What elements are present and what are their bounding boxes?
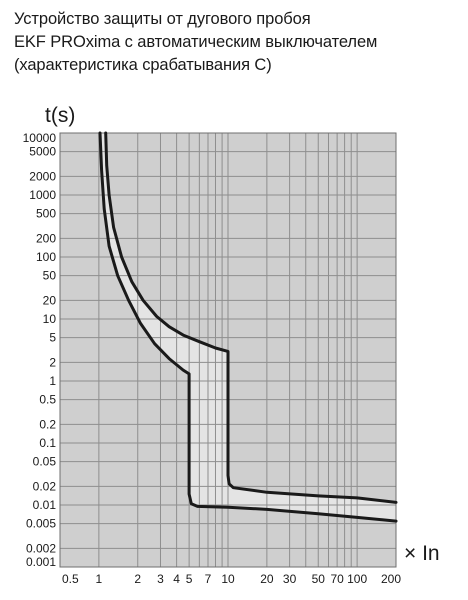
y-tick-label: 5000 — [29, 145, 56, 159]
title-line-3: (характеристика срабатывания С) — [14, 56, 272, 74]
x-tick-label: 30 — [283, 572, 297, 586]
title-line-2: EKF PROxima с автоматическим выключателе… — [14, 33, 378, 51]
y-tick-label: 20 — [43, 293, 57, 307]
y-tick-label: 50 — [43, 269, 57, 283]
title-line-1: Устройство защиты от дугового пробоя — [14, 10, 311, 28]
x-tick-label: 70 — [330, 572, 344, 586]
y-tick-label: 500 — [36, 207, 56, 221]
y-tick-label: 0.001 — [26, 555, 56, 569]
y-tick-label: 0.1 — [39, 436, 56, 450]
y-tick-label: 0.02 — [33, 479, 57, 493]
x-tick-label: 4 — [173, 572, 180, 586]
y-tick-label: 1 — [49, 374, 56, 388]
x-tick-label: 50 — [312, 572, 326, 586]
x-tick-label: 5 — [186, 572, 193, 586]
y-tick-label: 0.005 — [26, 517, 56, 531]
x-tick-label: 1 — [96, 572, 103, 586]
upper-tripping-curve — [104, 131, 398, 504]
x-tick-label: 100 — [347, 572, 367, 586]
x-tick-label: 0.5 — [62, 572, 79, 586]
y-tick-label: 5 — [49, 331, 56, 345]
chart-title: Устройство защиты от дугового пробоя EKF… — [14, 8, 464, 77]
x-tick-label: 2 — [134, 572, 141, 586]
x-tick-label: 7 — [205, 572, 212, 586]
x-tick-label: 3 — [157, 572, 164, 586]
x-axis-unit-label: × In — [404, 542, 440, 565]
x-tick-label: 20 — [260, 572, 274, 586]
x-tick-label: 10 — [221, 572, 235, 586]
y-tick-label: 200 — [36, 231, 56, 245]
y-tick-label: 2000 — [29, 169, 56, 183]
y-tick-label: 0.5 — [39, 393, 56, 407]
y-tick-label: 2 — [49, 355, 56, 369]
y-tick-label: 10000 — [23, 131, 57, 145]
y-tick-label: 0.05 — [33, 455, 57, 469]
lower-tripping-curve — [98, 131, 398, 523]
y-axis-label: t(s) — [45, 104, 75, 127]
y-tick-label: 10 — [43, 312, 57, 326]
y-tick-label: 0.002 — [26, 541, 56, 555]
y-tick-label: 0.2 — [39, 417, 56, 431]
plot-border — [59, 132, 397, 568]
y-tick-label: 0.01 — [33, 498, 57, 512]
y-tick-label: 1000 — [29, 188, 56, 202]
tripping-band — [100, 133, 396, 522]
x-tick-label: 200 — [381, 572, 401, 586]
y-tick-label: 100 — [36, 250, 56, 264]
